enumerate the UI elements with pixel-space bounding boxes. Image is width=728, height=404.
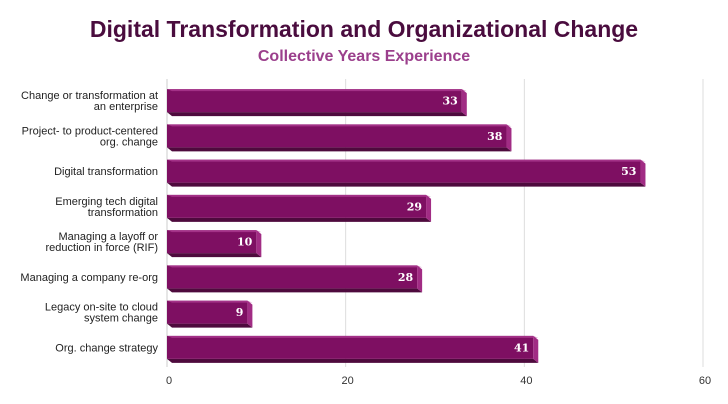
- bar-bottom-3: [167, 217, 432, 222]
- value-label-1: 38: [487, 130, 503, 143]
- chart-subtitle: Collective Years Experience: [257, 48, 471, 65]
- category-label-7: Org. change strategy: [55, 342, 158, 354]
- category-label-5: Managing a company re-org: [20, 272, 158, 284]
- category-label-1-line-0: Project- to product-centered: [22, 125, 158, 137]
- bar-3: [167, 194, 427, 218]
- category-label-3-line-0: Emerging tech digital: [55, 196, 158, 208]
- bar-top-3: [167, 194, 432, 197]
- bar-top-1: [167, 124, 512, 127]
- category-label-6-line-1: system change: [84, 313, 158, 325]
- value-label-2: 53: [621, 165, 636, 178]
- bar-top-7: [167, 335, 539, 338]
- bar-bottom-0: [167, 112, 467, 117]
- category-label-2: Digital transformation: [54, 166, 158, 178]
- bar-6: [167, 300, 248, 324]
- bar-side-6: [247, 300, 253, 328]
- chart-title: Digital Transformation and Organizationa…: [89, 16, 639, 42]
- category-label-6-line-0: Legacy on-site to cloud: [45, 302, 158, 314]
- x-tick-label-2: 40: [520, 375, 532, 387]
- category-label-4-line-0: Managing a layoff or: [59, 231, 159, 243]
- bar-side-7: [533, 335, 539, 363]
- bar-bottom-7: [167, 358, 539, 363]
- bar-top-5: [167, 265, 423, 268]
- bar-bottom-1: [167, 147, 512, 152]
- bar-bottom-6: [167, 323, 253, 328]
- bar-1: [167, 124, 507, 148]
- value-label-6: 9: [236, 306, 244, 319]
- bar-bottom-4: [167, 253, 262, 258]
- category-label-3-line-1: transformation: [88, 207, 158, 219]
- category-label-0-line-0: Change or transformation at: [21, 90, 158, 102]
- x-tick-label-1: 20: [342, 375, 354, 387]
- bar-side-4: [256, 230, 262, 258]
- bar-7: [167, 335, 534, 359]
- x-tick-label-3: 60: [699, 375, 711, 387]
- bar-2: [167, 159, 641, 183]
- bar-5: [167, 265, 418, 289]
- bar-0: [167, 89, 462, 113]
- bar-side-3: [426, 194, 432, 222]
- bar-side-1: [506, 124, 512, 152]
- bar-bottom-2: [167, 182, 646, 187]
- bar-side-5: [417, 265, 423, 293]
- bar-top-2: [167, 159, 646, 162]
- bar-top-4: [167, 230, 262, 233]
- bar-top-0: [167, 89, 467, 92]
- bar-top-6: [167, 300, 253, 303]
- bar-side-2: [640, 159, 646, 187]
- bar-side-0: [461, 89, 467, 117]
- value-label-5: 28: [398, 271, 414, 284]
- value-label-0: 33: [442, 95, 457, 108]
- value-label-4: 10: [237, 236, 253, 249]
- category-label-0-line-1: an enterprise: [94, 101, 158, 113]
- bar-bottom-5: [167, 288, 423, 293]
- value-label-7: 41: [514, 341, 529, 354]
- category-label-1-line-1: org. change: [100, 136, 158, 148]
- category-label-4-line-1: reduction in force (RIF): [46, 242, 158, 254]
- bar-4: [167, 230, 257, 254]
- x-tick-label-0: 0: [166, 375, 172, 387]
- value-label-3: 29: [407, 200, 422, 213]
